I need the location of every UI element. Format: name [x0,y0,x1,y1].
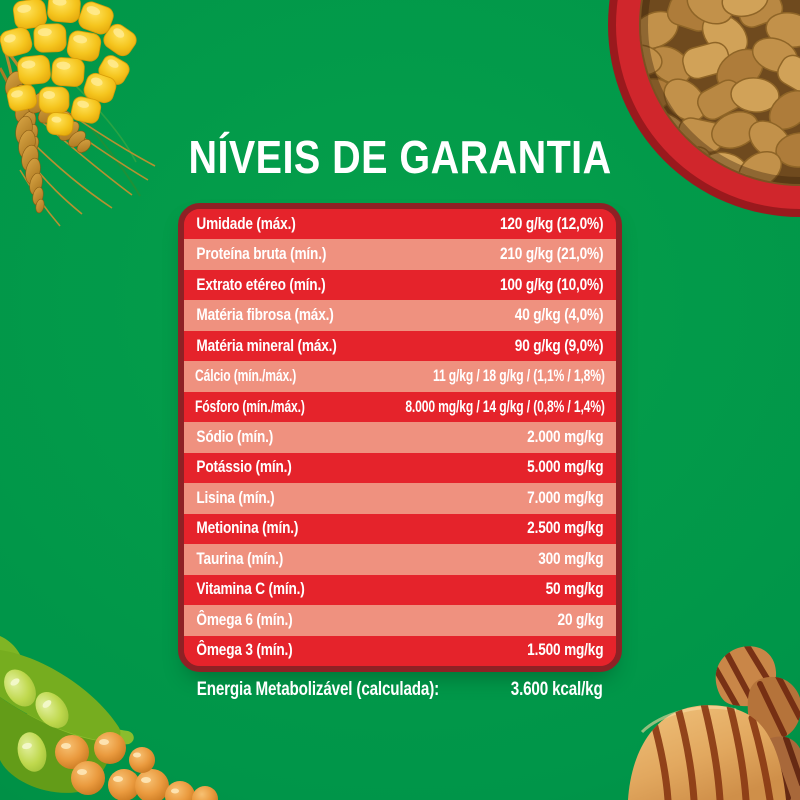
nutrient-label: Lisina (mín.) [196,488,275,507]
nutrient-value: 2.000 mg/kg [527,428,604,447]
table-row: Cálcio (mín./máx.) 11 g/kg / 18 g/kg / (… [184,361,616,392]
nutrient-value: 20 g/kg [557,610,604,629]
nutrient-value: 11 g/kg / 18 g/kg / (1,1% / 1,8%) [433,367,605,386]
table-row: Matéria mineral (máx.) 90 g/kg (9,0%) [184,330,616,362]
page-title: NÍVEIS DE GARANTIA [0,132,800,183]
table-row: Taurina (mín.) 300 mg/kg [184,544,616,575]
nutrient-label: Fósforo (mín./máx.) [195,397,305,416]
kibble-bowl-icon [608,0,800,217]
soybeans-icon [55,732,218,800]
table-row: Extrato etéreo (mín.) 100 g/kg (10,0%) [184,269,616,301]
nutrient-value: 50 mg/kg [545,580,604,599]
nutrient-label: Potássio (mín.) [196,458,292,477]
table-row: Vitamina C (mín.) 50 mg/kg [184,574,616,606]
guarantee-table: Umidade (máx.) 120 g/kg (12,0%) Proteína… [178,203,622,672]
nutrient-label: Proteína bruta (mín.) [196,245,327,264]
nutrient-label: Matéria fibrosa (máx.) [196,306,334,325]
table-row: Ômega 3 (mín.) 1.500 mg/kg [184,635,616,666]
nutrient-value: 120 g/kg (12,0%) [499,214,604,233]
nutrient-label: Metionina (mín.) [196,519,299,538]
table-row: Ômega 6 (mín.) 20 g/kg [184,605,616,636]
energy-value: 3.600 kcal/kg [510,677,603,700]
table-row: Lisina (mín.) 7.000 mg/kg [184,483,616,514]
energy-label: Energia Metabolizável (calculada): [196,677,440,700]
nutrient-value: 90 g/kg (9,0%) [514,336,604,355]
nutrient-value: 1.500 mg/kg [527,641,604,660]
table-row: Umidade (máx.) 120 g/kg (12,0%) [184,209,616,240]
nutrient-label: Ômega 6 (mín.) [196,610,293,629]
nutrient-label: Matéria mineral (máx.) [196,336,337,355]
metabolizable-energy-row: Energia Metabolizável (calculada): 3.600… [185,676,615,702]
nutrient-value: 40 g/kg (4,0%) [514,306,604,325]
table-row: Sódio (mín.) 2.000 mg/kg [184,422,616,453]
nutrient-value: 7.000 mg/kg [527,488,604,507]
nutrient-label: Extrato etéreo (mín.) [196,275,326,294]
page-title-text: NÍVEIS DE GARANTIA [188,131,612,183]
table-row: Potássio (mín.) 5.000 mg/kg [184,452,616,484]
nutrient-value: 100 g/kg (10,0%) [499,275,604,294]
nutrient-value: 210 g/kg (21,0%) [499,245,604,264]
nutrient-value: 300 mg/kg [538,549,604,568]
nutrient-label: Ômega 3 (mín.) [196,641,293,660]
nutrient-value: 2.500 mg/kg [527,519,604,538]
nutrient-label: Umidade (máx.) [196,214,296,233]
nutrient-value: 5.000 mg/kg [527,458,604,477]
nutrient-label: Vitamina C (mín.) [196,580,305,599]
table-row: Metionina (mín.) 2.500 mg/kg [184,513,616,545]
table-row: Fósforo (mín./máx.) 8.000 mg/kg / 14 g/k… [184,391,616,423]
nutrient-label: Cálcio (mín./máx.) [195,367,297,386]
nutrient-label: Taurina (mín.) [196,549,284,568]
table-row: Matéria fibrosa (máx.) 40 g/kg (4,0%) [184,300,616,331]
nutrient-label: Sódio (mín.) [196,428,274,447]
corn-kernels-icon [0,0,137,136]
table-row: Proteína bruta (mín.) 210 g/kg (21,0%) [184,239,616,270]
nutrient-value: 8.000 mg/kg / 14 g/kg / (0,8% / 1,4%) [405,397,605,416]
